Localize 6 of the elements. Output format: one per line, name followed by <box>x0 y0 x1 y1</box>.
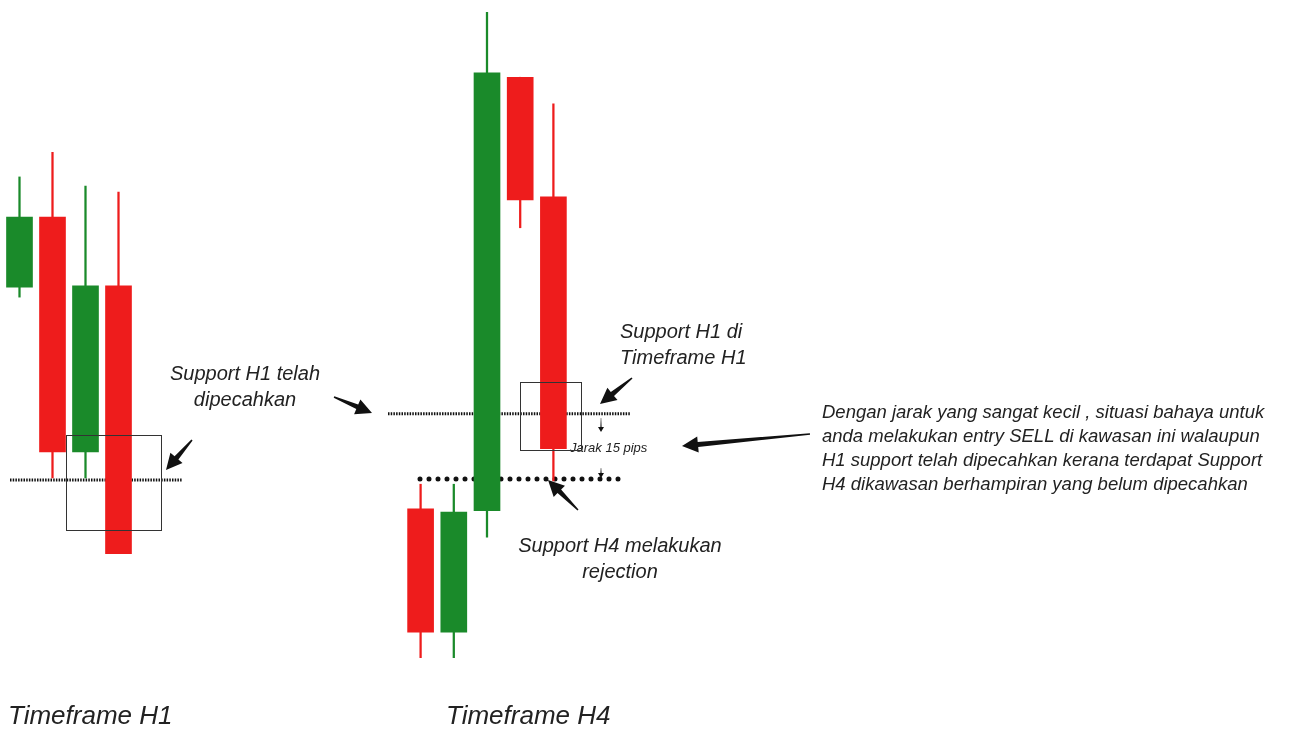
text: Support H1 telah dipecahkan <box>168 361 322 412</box>
annotation: Support H4 melakukan rejection <box>517 533 723 584</box>
text: Support H1 di Timeframe H1 <box>620 319 748 370</box>
text: Timeframe H1 <box>8 700 173 731</box>
text: Dengan jarak yang sangat kecil , situasi bahaya untuk anda melakukan entry SELL di kawasan ini walaupun H1 support telah dipecahkan kerana terdapat Support H4 dikawasan berhampiran yang belum dipecahkan <box>822 400 1266 497</box>
text: Timeframe H4 <box>446 700 611 731</box>
